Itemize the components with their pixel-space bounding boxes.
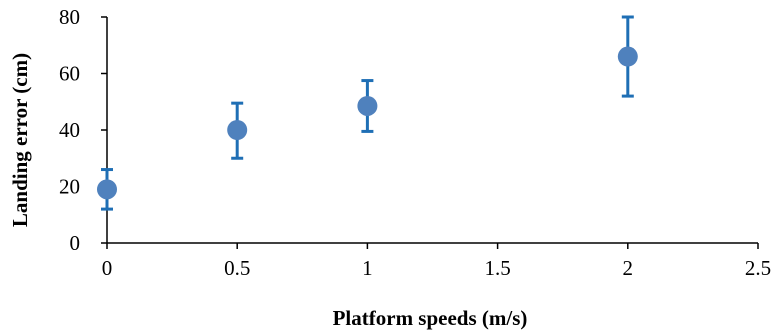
y-ticks: 0 20 40 60 80	[59, 5, 107, 255]
y-tick-label: 60	[59, 62, 80, 86]
y-tick-label: 0	[70, 231, 81, 255]
x-tick-label: 2.5	[745, 256, 771, 280]
axes	[106, 17, 758, 244]
x-tick-label: 2	[623, 256, 634, 280]
y-tick-label: 40	[59, 118, 80, 142]
data-point	[357, 95, 378, 116]
data-point	[227, 120, 248, 140]
data-point	[617, 46, 638, 67]
y-axis-title: Landing error (cm)	[8, 53, 32, 227]
y-tick-label: 80	[59, 5, 80, 29]
x-tick-label: 1.5	[484, 256, 510, 280]
data-points	[97, 46, 638, 200]
x-axis-title: Platform speeds (m/s)	[333, 306, 528, 330]
data-point	[97, 179, 117, 200]
x-tick-label: 0	[102, 256, 113, 280]
x-ticks: 0 0.5 1 1.5 2 2.5	[102, 243, 771, 280]
y-tick-label: 20	[59, 175, 80, 199]
x-tick-label: 1	[362, 256, 373, 280]
x-tick-label: 0.5	[224, 256, 250, 280]
